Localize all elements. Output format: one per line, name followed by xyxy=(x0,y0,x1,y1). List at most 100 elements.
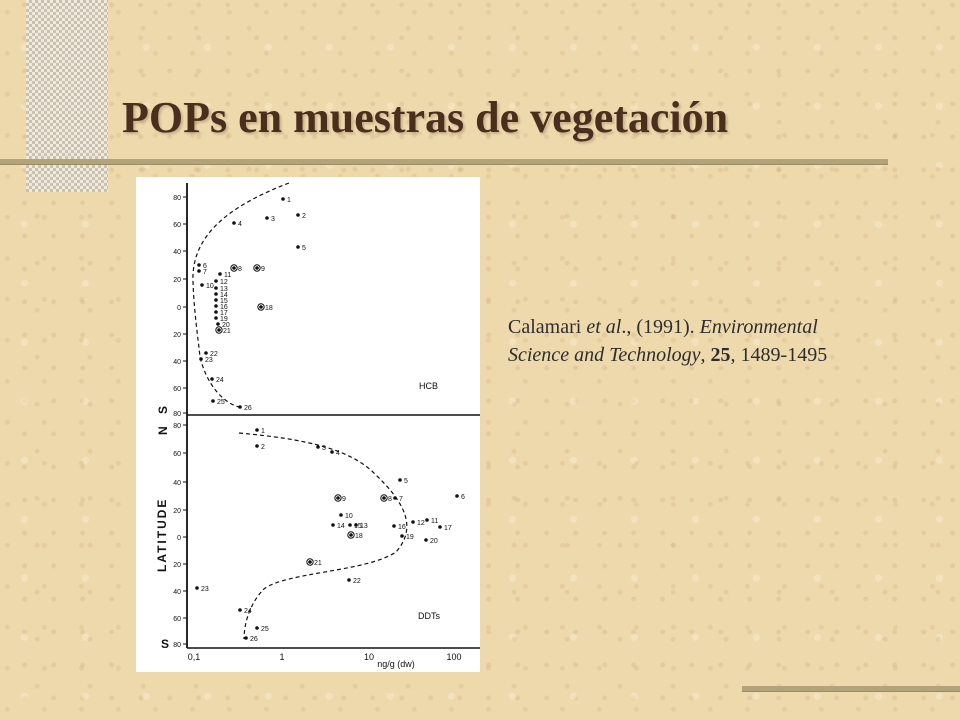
hcb-point xyxy=(214,310,218,314)
hcb-point xyxy=(281,197,285,201)
hcb-point-label: 10 xyxy=(206,283,214,290)
x-tick: 1 xyxy=(279,652,284,662)
x-tick: 0,1 xyxy=(188,652,201,662)
hcb-point xyxy=(265,216,269,220)
hcb-point xyxy=(238,405,242,409)
hcb-point-label: 21 xyxy=(223,328,231,335)
ddt-point-label: 20 xyxy=(430,538,438,545)
hcb-point-label: 4 xyxy=(238,221,242,228)
ddt-point xyxy=(339,513,343,517)
hcb-point xyxy=(214,298,218,302)
ddt-point-label: 25 xyxy=(261,626,269,633)
hcb-trend-curve xyxy=(192,182,290,408)
hcb-point-label: 15 xyxy=(220,298,228,305)
hcb-point xyxy=(259,305,263,309)
ddt-point xyxy=(349,533,353,537)
ddt-point xyxy=(393,496,397,500)
hcb-point-label: 6 xyxy=(203,263,207,270)
footer-accent-rule xyxy=(742,686,960,692)
ddt-point-label: 24 xyxy=(244,608,252,615)
slide-title: POPs en muestras de vegetación xyxy=(122,93,729,142)
ddt-point xyxy=(331,523,335,527)
hcb-point-ring xyxy=(230,264,238,272)
top-y-tick: 40 xyxy=(173,249,181,256)
hcb-point-label: 17 xyxy=(220,310,228,317)
north-marker: N xyxy=(156,426,170,435)
citation-pages: 1489-1495 xyxy=(740,344,828,366)
latitude-concentration-figure: 80 60 40 20 0 20 40 60 80 80 60 40 20 0 … xyxy=(136,177,480,672)
hcb-point-label: 14 xyxy=(220,292,228,299)
hcb-point-label: 16 xyxy=(220,304,228,311)
ddt-point xyxy=(398,478,402,482)
hcb-point-label: 9 xyxy=(261,266,265,273)
hcb-point-label: 5 xyxy=(302,245,306,252)
south-marker: S xyxy=(156,406,170,414)
ddt-point-label: 4 xyxy=(336,450,340,457)
top-y-tick: 60 xyxy=(173,386,181,393)
ddt-point-label: 17 xyxy=(444,525,452,532)
bottom-y-tick: 60 xyxy=(173,616,181,623)
ddt-point xyxy=(316,445,320,449)
hcb-point-label: 19 xyxy=(220,316,228,323)
hcb-point xyxy=(296,213,300,217)
hcb-point xyxy=(204,351,208,355)
hcb-point-label: 24 xyxy=(216,377,224,384)
hcb-point xyxy=(296,245,300,249)
hcb-point xyxy=(214,286,218,290)
citation-etal: et al xyxy=(586,316,622,338)
hcb-point-label: 18 xyxy=(265,305,273,312)
x-tick: 100 xyxy=(446,652,461,662)
hcb-point-label: 3 xyxy=(271,216,275,223)
citation-authors: Calamari xyxy=(508,316,582,338)
hcb-point-label: 13 xyxy=(220,286,228,293)
hcb-point-label: 22 xyxy=(210,351,218,358)
hcb-point-label: 26 xyxy=(244,405,252,412)
ddt-point xyxy=(392,524,396,528)
bottom-y-tick: 40 xyxy=(173,589,181,596)
ddt-point xyxy=(424,538,428,542)
ddt-point-label: 9 xyxy=(342,496,346,503)
ddt-point xyxy=(348,523,352,527)
hcb-point xyxy=(211,399,215,403)
latitude-axis-title: LATITUDE xyxy=(155,498,169,572)
ddt-point-label: 2 xyxy=(261,444,265,451)
x-tick: 10 xyxy=(364,652,374,662)
hcb-point xyxy=(199,357,203,361)
hcb-point xyxy=(217,328,221,332)
top-y-tick: 60 xyxy=(173,222,181,229)
hcb-point xyxy=(197,269,201,273)
ddt-point-label: 26 xyxy=(250,636,258,643)
bottom-y-tick: 80 xyxy=(173,642,181,649)
ddt-point-label: 11 xyxy=(431,518,438,525)
hcb-point-label: 12 xyxy=(220,279,228,286)
ddt-point xyxy=(400,534,404,538)
ddt-point-label: 5 xyxy=(404,478,408,485)
hcb-point-ring xyxy=(253,264,261,272)
citation-block: Calamari et al., (1991). Environmental S… xyxy=(508,313,948,369)
ddt-point-ring xyxy=(347,531,355,539)
ddt-point xyxy=(438,525,442,529)
ddt-point-label: 23 xyxy=(201,586,209,593)
ddt-point xyxy=(411,520,415,524)
ddt-point xyxy=(195,586,199,590)
ddt-point xyxy=(330,450,334,454)
ddt-panel-label: DDTs xyxy=(418,611,440,621)
ddt-point-label: 16 xyxy=(398,524,406,531)
hcb-point-label: 25 xyxy=(217,399,225,406)
hcb-point xyxy=(218,272,222,276)
ddt-point-label: 3 xyxy=(322,445,326,452)
ddt-point-label: 1 xyxy=(261,428,265,435)
ddt-point-label: 14 xyxy=(337,523,345,530)
hcb-point-label: 8 xyxy=(238,266,242,273)
top-y-tick: 80 xyxy=(173,195,181,202)
ddt-point-label: 13 xyxy=(360,523,368,530)
hcb-point xyxy=(200,283,204,287)
ddt-point-ring xyxy=(380,494,388,502)
hcb-point xyxy=(214,304,218,308)
hcb-point xyxy=(214,279,218,283)
top-y-tick: 20 xyxy=(173,277,181,284)
ddt-point xyxy=(255,428,259,432)
citation-year: ., (1991). xyxy=(621,316,695,338)
ddt-point xyxy=(255,626,259,630)
hcb-point-label: 2 xyxy=(302,213,306,220)
